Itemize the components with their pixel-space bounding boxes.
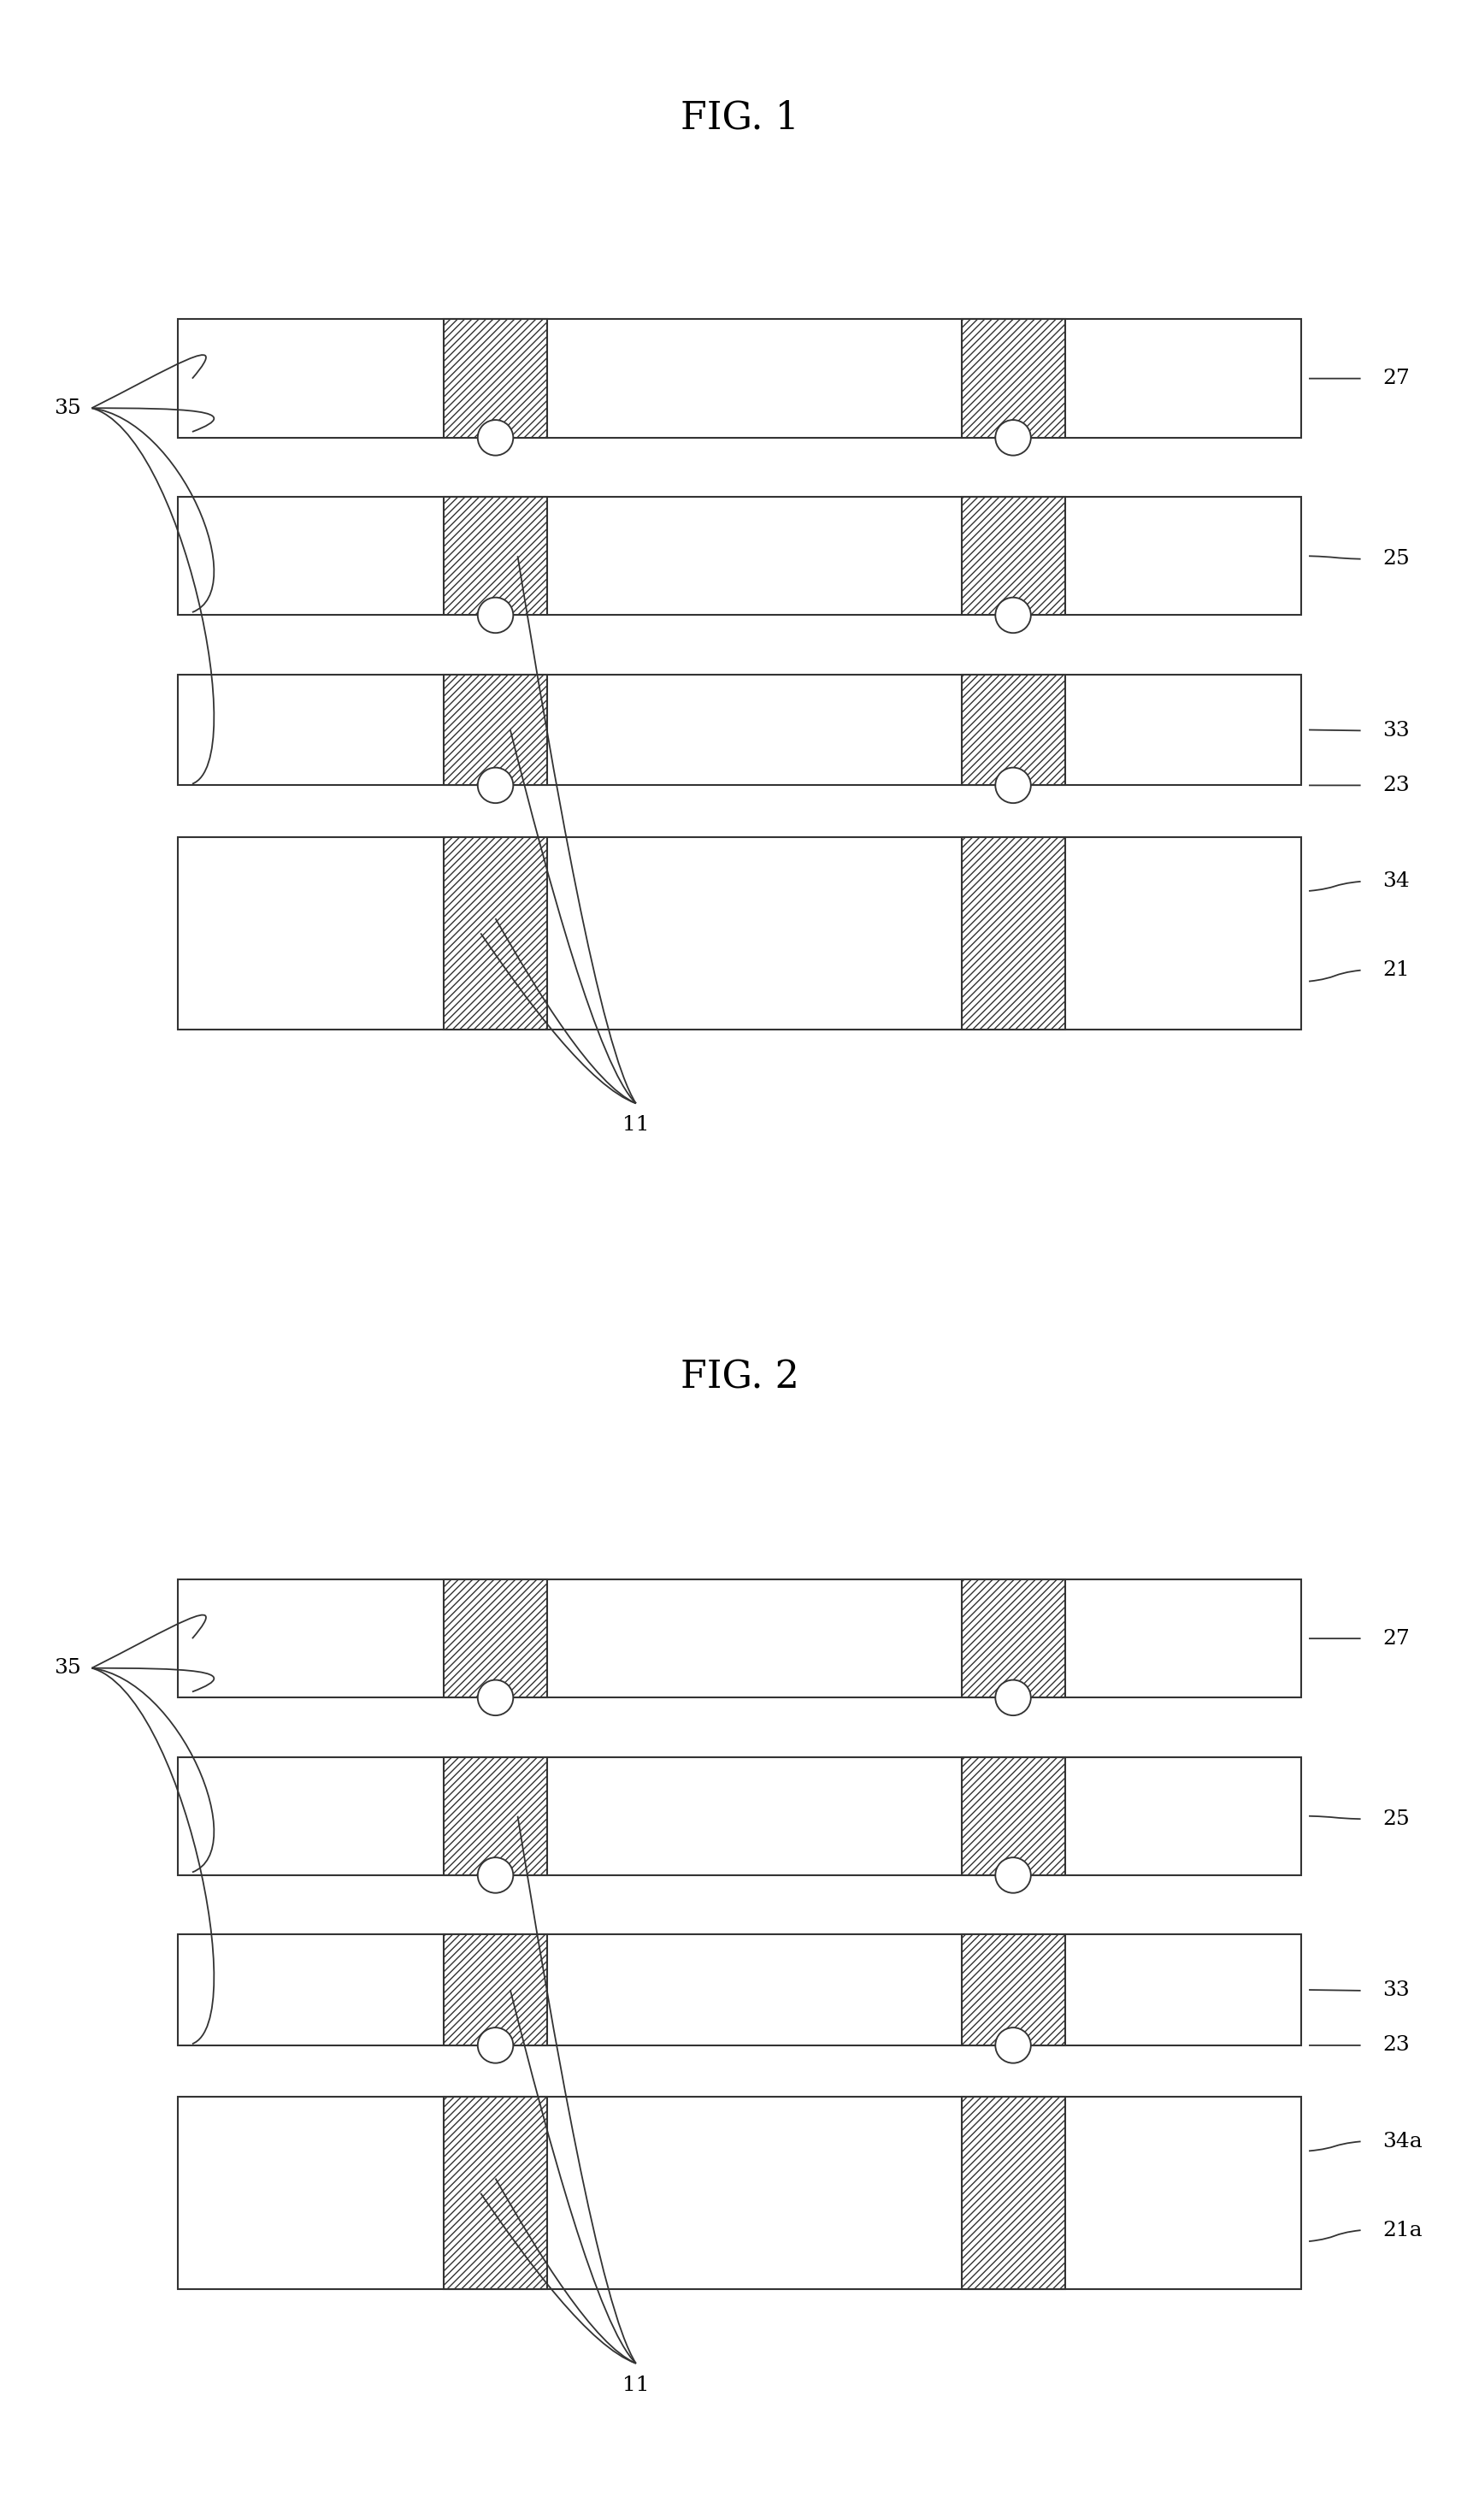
Bar xyxy=(444,496,547,615)
Bar xyxy=(961,675,1065,786)
Text: 34: 34 xyxy=(1383,872,1409,892)
Circle shape xyxy=(995,1681,1031,1716)
Circle shape xyxy=(995,2029,1031,2064)
Text: 35: 35 xyxy=(55,1658,81,1678)
Text: 11: 11 xyxy=(623,2376,649,2394)
Circle shape xyxy=(478,769,513,804)
Circle shape xyxy=(478,1857,513,1893)
Text: 33: 33 xyxy=(1383,721,1409,741)
Text: 23: 23 xyxy=(1383,776,1409,796)
Circle shape xyxy=(478,597,513,633)
Bar xyxy=(444,320,547,438)
Circle shape xyxy=(995,421,1031,456)
Bar xyxy=(444,1580,547,1698)
Bar xyxy=(444,2097,547,2291)
Bar xyxy=(177,2097,1302,2291)
Circle shape xyxy=(478,1681,513,1716)
Text: 21a: 21a xyxy=(1383,2220,1423,2240)
Bar xyxy=(961,1756,1065,1875)
Bar xyxy=(444,675,547,786)
Text: 33: 33 xyxy=(1383,1981,1409,2001)
Text: 27: 27 xyxy=(1383,368,1409,388)
Circle shape xyxy=(995,769,1031,804)
Circle shape xyxy=(478,421,513,456)
Bar xyxy=(961,1580,1065,1698)
Bar xyxy=(961,320,1065,438)
Bar xyxy=(961,837,1065,1031)
Bar xyxy=(961,1935,1065,2046)
Text: 21: 21 xyxy=(1383,960,1409,980)
Bar xyxy=(177,675,1302,786)
Bar xyxy=(444,1756,547,1875)
Text: 23: 23 xyxy=(1383,2036,1409,2056)
Circle shape xyxy=(995,597,1031,633)
Bar xyxy=(177,496,1302,615)
Bar xyxy=(177,1935,1302,2046)
Circle shape xyxy=(995,1857,1031,1893)
Bar xyxy=(961,496,1065,615)
Bar xyxy=(177,320,1302,438)
Text: 35: 35 xyxy=(55,398,81,418)
Bar xyxy=(444,1935,547,2046)
Text: 11: 11 xyxy=(623,1116,649,1134)
Text: 25: 25 xyxy=(1383,1809,1409,1830)
Text: 34a: 34a xyxy=(1383,2132,1423,2152)
Text: FIG. 2: FIG. 2 xyxy=(680,1358,799,1396)
Bar xyxy=(444,837,547,1031)
Bar xyxy=(177,1580,1302,1698)
Text: 25: 25 xyxy=(1383,549,1409,570)
Circle shape xyxy=(478,2029,513,2064)
Text: FIG. 1: FIG. 1 xyxy=(680,98,799,136)
Bar xyxy=(177,837,1302,1031)
Bar xyxy=(961,2097,1065,2291)
Text: 27: 27 xyxy=(1383,1628,1409,1648)
Bar xyxy=(177,1756,1302,1875)
